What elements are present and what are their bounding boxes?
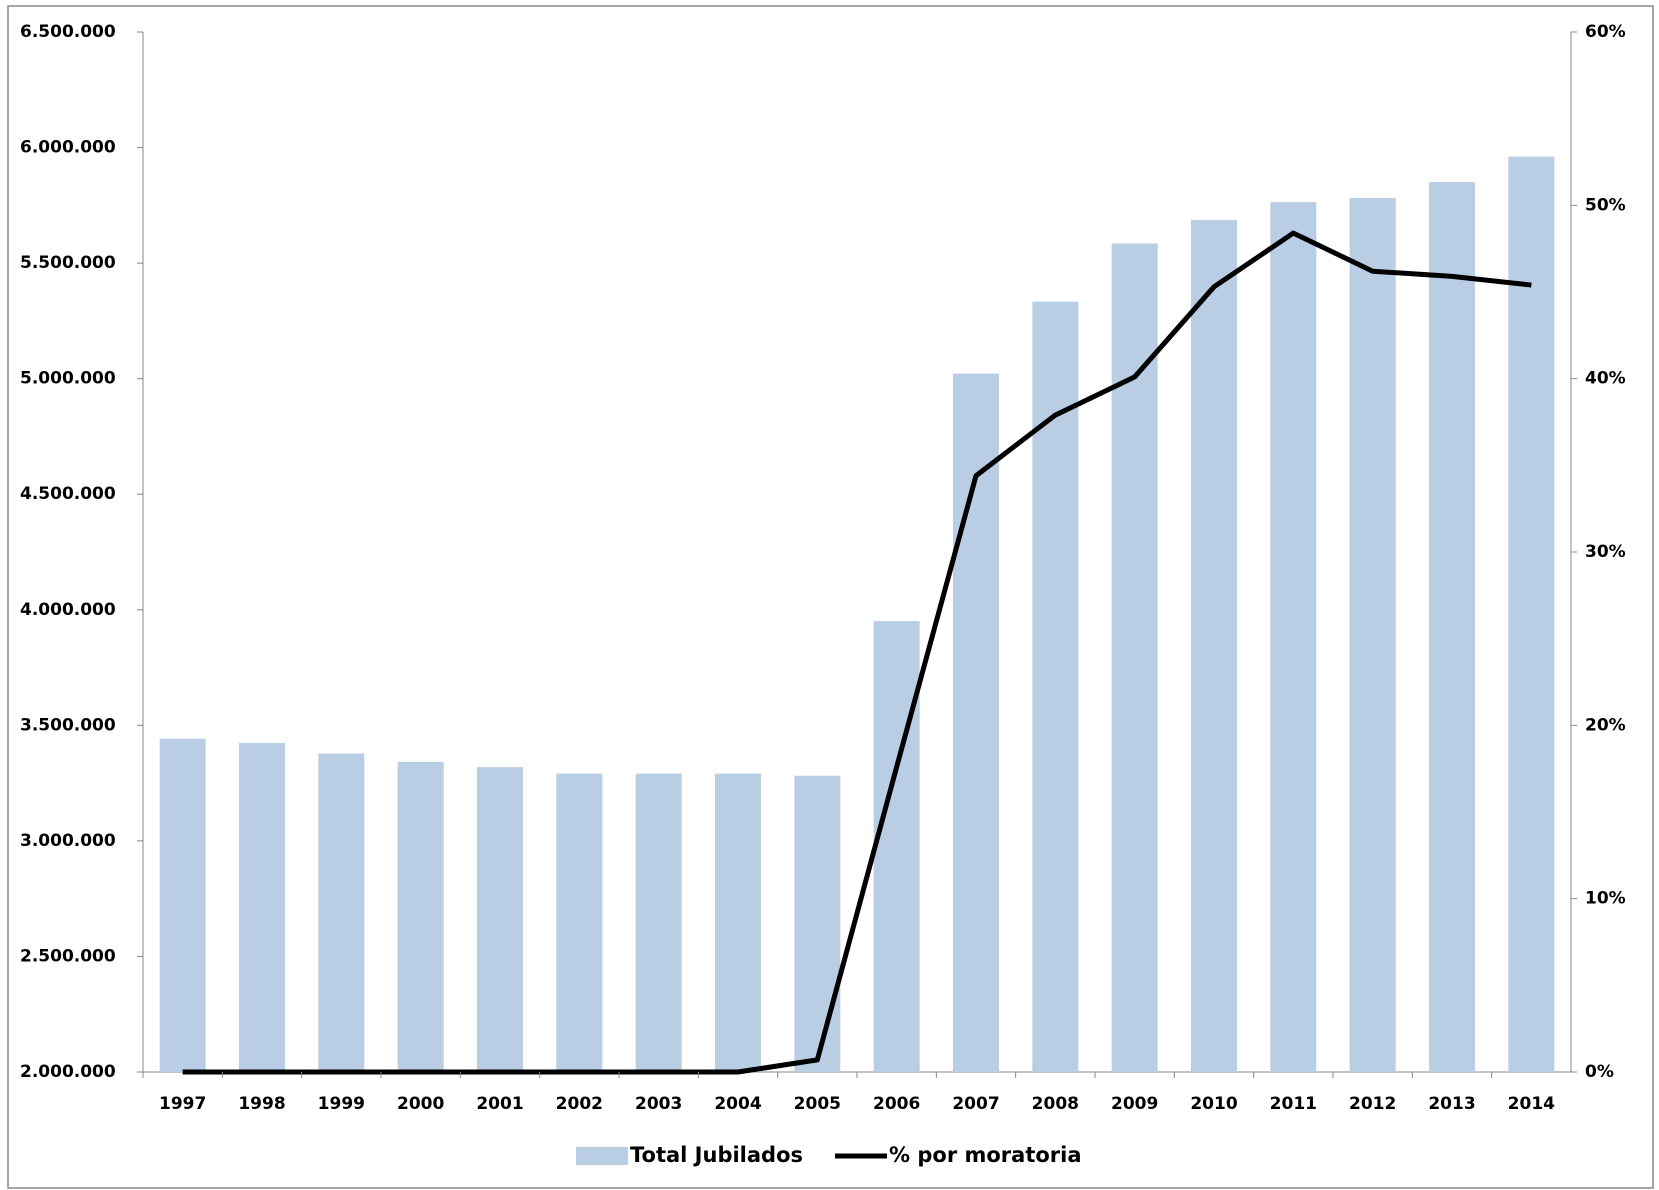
legend: Total Jubilados % por moratoria (576, 1143, 1082, 1167)
y2-tick-label: 20% (1585, 715, 1626, 735)
bar (1428, 181, 1476, 1073)
x-tick-label: 1999 (318, 1094, 365, 1114)
y-tick-label: 4.500.000 (20, 484, 116, 504)
legend-swatch (576, 1147, 628, 1165)
y2-tick-label: 10% (1585, 889, 1626, 909)
bar (159, 738, 206, 1072)
bar (1508, 156, 1555, 1072)
bar (1111, 243, 1158, 1072)
bar (873, 621, 920, 1072)
y2-tick-label: 40% (1585, 369, 1626, 389)
bar (1032, 301, 1079, 1072)
line (182, 230, 1532, 1075)
bar (556, 773, 603, 1072)
chart-frame (7, 5, 1654, 1189)
x-tick-label: 2011 (1270, 1094, 1317, 1114)
y2-tick-label: 50% (1585, 195, 1626, 215)
y2-tick-label: 30% (1585, 542, 1626, 562)
x-tick-label: 2001 (476, 1094, 523, 1114)
bar (635, 773, 682, 1072)
x-tick-label: 2002 (556, 1094, 603, 1114)
bar (476, 767, 524, 1072)
x-tick-label: 2012 (1349, 1094, 1396, 1114)
x-tick-label: 2010 (1190, 1094, 1237, 1114)
bar (794, 775, 841, 1072)
bar (1270, 202, 1317, 1072)
x-tick-label: 2005 (794, 1094, 841, 1114)
legend-label: % por moratoria (889, 1143, 1082, 1167)
bar (238, 742, 286, 1072)
x-tick-label: 1997 (159, 1094, 206, 1114)
y2-tick-label: 0% (1585, 1062, 1614, 1082)
bar (1349, 197, 1396, 1073)
x-tick-label: 2014 (1508, 1094, 1555, 1114)
y-tick-label: 2.500.000 (20, 946, 116, 966)
y-tick-label: 5.500.000 (20, 253, 116, 273)
bar (952, 373, 1000, 1072)
bar (318, 753, 365, 1072)
bar (714, 773, 762, 1072)
bar (1190, 220, 1238, 1072)
y-tick-label: 6.500.000 (20, 22, 116, 42)
x-tick-label: 2004 (714, 1094, 761, 1114)
x-tick-label: 2008 (1032, 1094, 1079, 1114)
x-tick-label: 2007 (952, 1094, 999, 1114)
bar (397, 761, 444, 1072)
x-tick-label: 2003 (635, 1094, 682, 1114)
y-tick-label: 2.000.000 (20, 1062, 116, 1082)
y2-tick-label: 60% (1585, 22, 1626, 42)
y-tick-label: 3.500.000 (20, 715, 116, 735)
y-tick-label: 6.000.000 (20, 138, 116, 158)
y-tick-label: 4.000.000 (20, 600, 116, 620)
x-tick-label: 2009 (1111, 1094, 1158, 1114)
x-tick-label: 2013 (1428, 1094, 1475, 1114)
x-tick-label: 1998 (238, 1094, 285, 1114)
y-tick-label: 5.000.000 (20, 369, 116, 389)
legend-label: Total Jubilados (630, 1143, 803, 1167)
x-tick-label: 2000 (397, 1094, 444, 1114)
y-tick-label: 3.000.000 (20, 831, 116, 851)
x-tick-label: 2006 (873, 1094, 920, 1114)
